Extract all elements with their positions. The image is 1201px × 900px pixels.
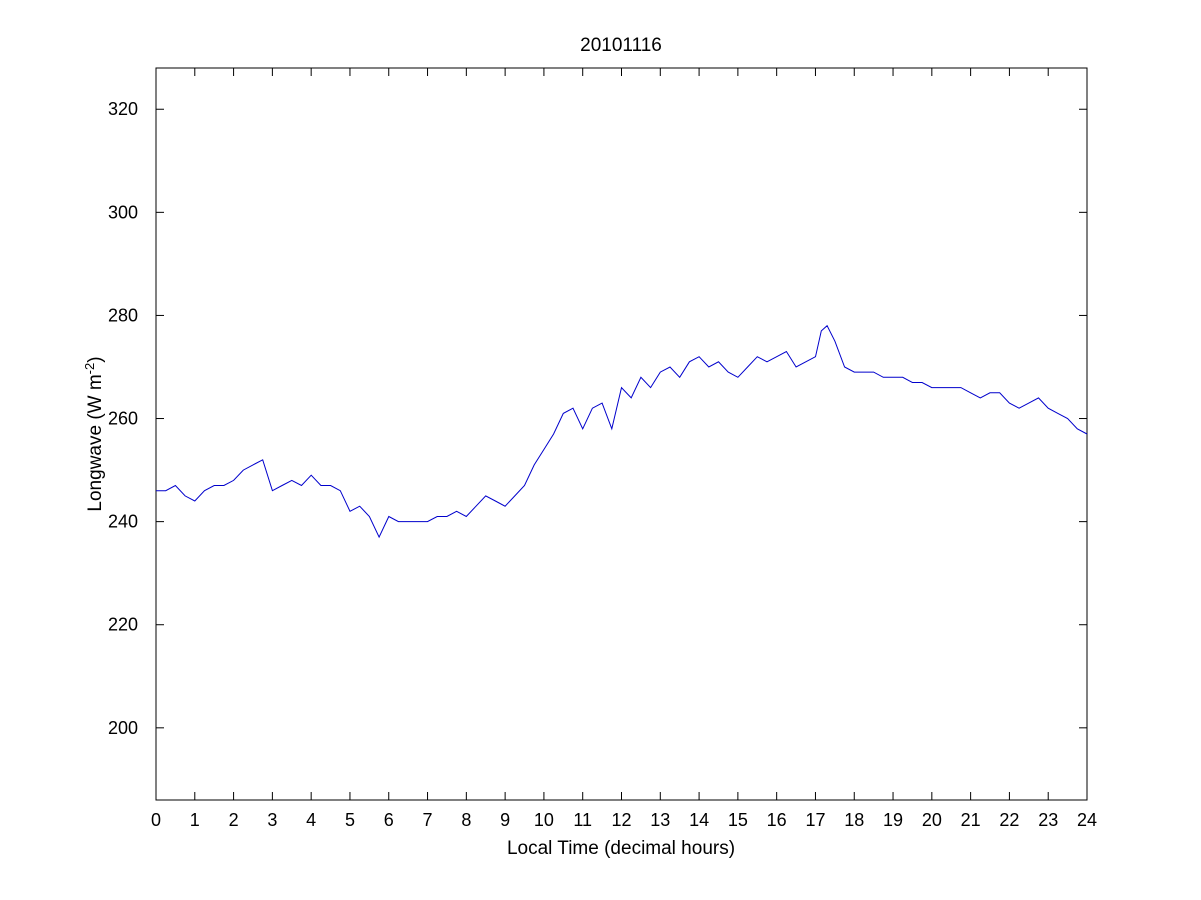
y-tick-label: 280 bbox=[108, 305, 138, 325]
y-axis-label: Longwave (W m-2) bbox=[82, 356, 106, 511]
y-tick-label: 200 bbox=[108, 718, 138, 738]
x-tick-label: 7 bbox=[423, 810, 433, 830]
x-tick-label: 10 bbox=[534, 810, 554, 830]
y-tick-label: 320 bbox=[108, 99, 138, 119]
x-tick-label: 22 bbox=[999, 810, 1019, 830]
x-tick-label: 1 bbox=[190, 810, 200, 830]
x-tick-label: 2 bbox=[229, 810, 239, 830]
x-tick-label: 4 bbox=[306, 810, 316, 830]
longwave-series-line bbox=[156, 324, 1088, 539]
x-tick-label: 16 bbox=[767, 810, 787, 830]
x-tick-label: 15 bbox=[728, 810, 748, 830]
x-tick-label: 13 bbox=[650, 810, 670, 830]
plot-area bbox=[155, 67, 1088, 801]
x-tick-label: 3 bbox=[267, 810, 277, 830]
x-tick-label: 9 bbox=[500, 810, 510, 830]
y-tick-labels: 200 220 240 260 280 300 320 bbox=[108, 99, 138, 738]
axis-ticks bbox=[155, 68, 1088, 800]
x-tick-label: 5 bbox=[345, 810, 355, 830]
y-tick-label: 300 bbox=[108, 202, 138, 222]
x-tick-label: 20 bbox=[922, 810, 942, 830]
y-tick-label: 260 bbox=[108, 409, 138, 429]
x-tick-label: 19 bbox=[883, 810, 903, 830]
x-tick-labels: 0 1 2 3 4 5 6 7 8 9 10 11 12 13 14 15 16 17 18 19 20 21 22 23 24 bbox=[151, 810, 1097, 830]
x-tick-label: 0 bbox=[151, 810, 161, 830]
chart-title: 20101116 bbox=[580, 35, 662, 56]
x-tick-label: 8 bbox=[461, 810, 471, 830]
y-tick-label: 240 bbox=[108, 512, 138, 532]
x-tick-label: 17 bbox=[805, 810, 825, 830]
x-axis-label: Local Time (decimal hours) bbox=[507, 838, 735, 859]
x-tick-label: 21 bbox=[961, 810, 981, 830]
y-axis-label-main: Longwave (W m bbox=[85, 374, 106, 511]
x-tick-label: 18 bbox=[844, 810, 864, 830]
x-tick-label: 14 bbox=[689, 810, 709, 830]
x-tick-label: 6 bbox=[384, 810, 394, 830]
y-axis-label-superscript: -2 bbox=[82, 363, 97, 375]
y-axis-label-close: ) bbox=[85, 356, 106, 362]
y-tick-label: 220 bbox=[108, 615, 138, 635]
x-tick-label: 23 bbox=[1038, 810, 1058, 830]
x-tick-label: 11 bbox=[573, 810, 592, 830]
x-tick-label: 12 bbox=[611, 810, 631, 830]
x-tick-label: 24 bbox=[1077, 810, 1097, 830]
